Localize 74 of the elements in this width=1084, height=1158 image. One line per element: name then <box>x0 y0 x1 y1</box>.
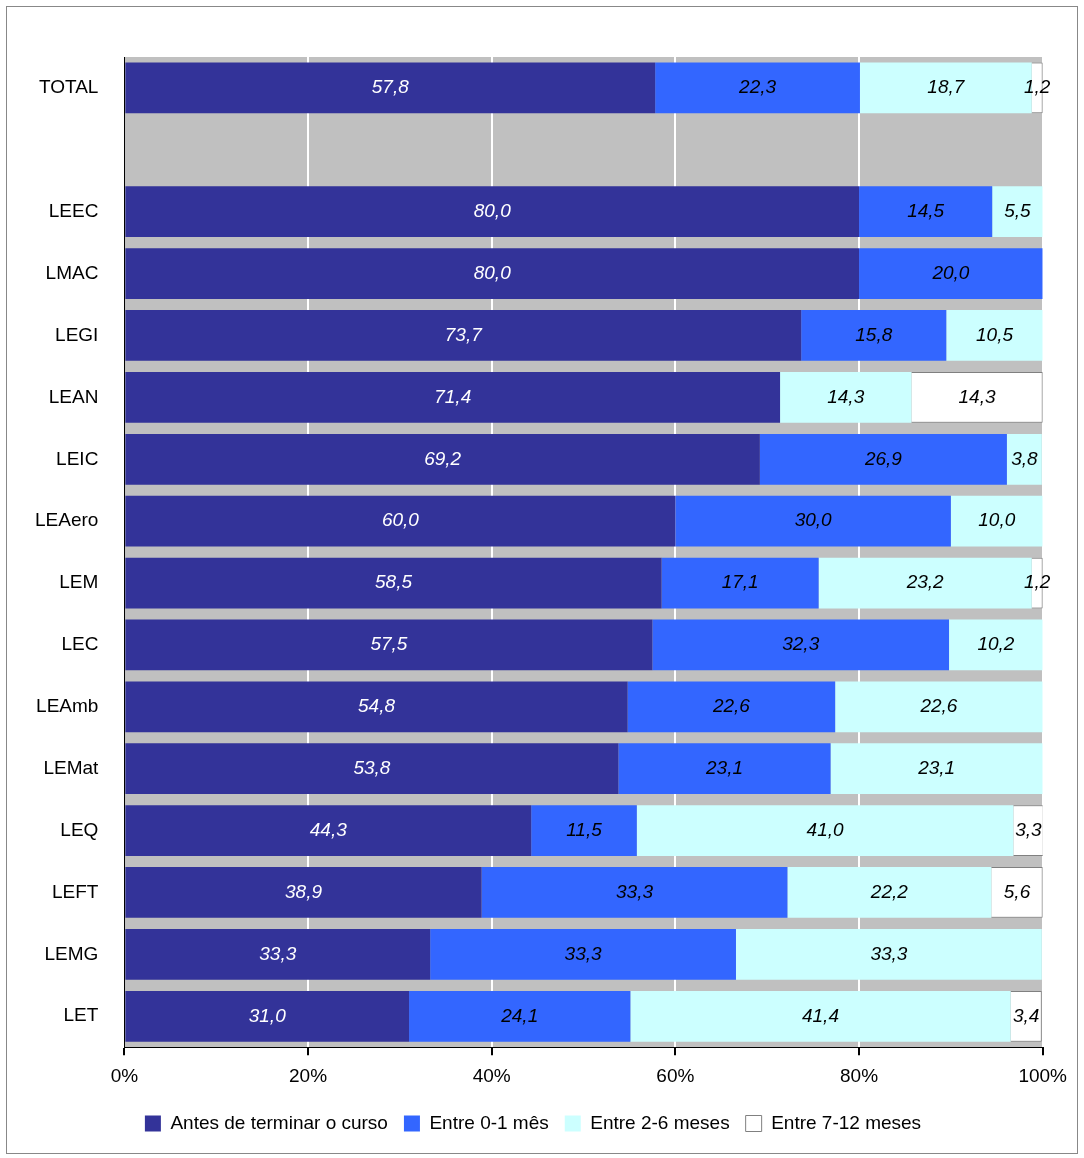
data-label: 20,0 <box>931 261 970 283</box>
legend-label: Entre 7-12 meses <box>771 1111 922 1133</box>
y-tick-label: LEM <box>59 571 99 593</box>
data-label: 3,8 <box>1011 447 1038 469</box>
y-tick-label: LEQ <box>60 818 99 840</box>
data-label: 71,4 <box>434 385 472 407</box>
data-label: 53,8 <box>353 756 391 778</box>
data-label: 22,3 <box>738 76 777 98</box>
y-tick-label: TOTAL <box>38 76 99 98</box>
y-tick-label: LEIC <box>56 447 99 469</box>
y-tick-label: LEMat <box>43 756 100 778</box>
legend-label: Entre 0-1 mês <box>429 1111 549 1133</box>
data-label: 5,6 <box>1003 880 1031 902</box>
data-label: 14,3 <box>827 385 865 407</box>
data-label: 22,6 <box>711 695 751 717</box>
y-tick-label: LMAC <box>45 261 99 283</box>
y-tick-label: LEAero <box>35 509 99 531</box>
data-label: 33,3 <box>870 942 908 964</box>
data-label: 15,8 <box>855 323 893 345</box>
data-label: 14,3 <box>958 385 996 407</box>
y-tick-label: LEC <box>61 633 99 655</box>
data-label: 60,0 <box>381 509 420 531</box>
x-tick-label: 80% <box>840 1064 879 1086</box>
data-label: 33,3 <box>616 880 654 902</box>
legend-label: Antes de terminar o curso <box>170 1111 388 1133</box>
y-tick-label: LEGI <box>55 323 99 345</box>
data-label: 44,3 <box>309 818 348 840</box>
data-label: 73,7 <box>444 323 484 345</box>
data-label: 31,0 <box>248 1004 287 1026</box>
x-tick-label: 20% <box>289 1064 328 1086</box>
data-label: 33,3 <box>259 942 297 964</box>
data-label: 58,5 <box>374 571 413 593</box>
data-label: 3,3 <box>1015 818 1043 840</box>
legend-label: Entre 2-6 meses <box>590 1111 730 1133</box>
data-label: 23,2 <box>905 571 945 593</box>
data-label: 10,5 <box>976 323 1014 345</box>
data-label: 33,3 <box>564 942 602 964</box>
data-label: 3,4 <box>1012 1004 1040 1026</box>
x-tick-label: 60% <box>656 1064 695 1086</box>
data-label: 10,0 <box>978 509 1016 531</box>
data-label: 1,2 <box>1023 76 1051 98</box>
x-tick-label: 0% <box>110 1064 139 1086</box>
data-label: 23,1 <box>705 756 743 778</box>
data-label: 41,4 <box>801 1004 839 1026</box>
x-tick-label: 100% <box>1018 1064 1068 1086</box>
data-label: 57,8 <box>371 76 410 98</box>
data-label: 22,2 <box>869 880 909 902</box>
data-label: 41,0 <box>806 818 844 840</box>
data-label: 10,2 <box>977 633 1015 655</box>
data-label: 5,5 <box>1004 200 1032 221</box>
y-tick-label: LEMG <box>44 942 99 964</box>
data-label: 18,7 <box>927 76 966 98</box>
data-label: 32,3 <box>782 633 820 655</box>
data-label: 14,5 <box>907 200 945 221</box>
data-label: 57,5 <box>370 633 408 655</box>
data-label: 69,2 <box>424 447 462 469</box>
data-label: 22,6 <box>919 695 958 717</box>
data-label: 17,1 <box>721 571 759 593</box>
y-tick-label: LEEC <box>48 199 99 221</box>
y-tick-label: LEAmb <box>36 695 99 717</box>
y-tick-label: LEFT <box>51 880 99 902</box>
data-label: 30,0 <box>794 509 833 531</box>
data-label: 80,0 <box>473 261 512 283</box>
data-label: 1,2 <box>1023 571 1051 593</box>
y-tick-label: LEAN <box>48 385 99 407</box>
data-label: 24,1 <box>500 1004 539 1026</box>
data-label: 54,8 <box>358 695 396 717</box>
data-label: 38,9 <box>285 880 323 902</box>
y-tick-label: LET <box>63 1004 99 1026</box>
data-label: 26,9 <box>863 447 903 469</box>
data-label: 11,5 <box>566 818 603 840</box>
x-tick-label: 40% <box>472 1064 511 1086</box>
data-label: 23,1 <box>917 756 956 778</box>
data-label: 80,0 <box>473 200 512 221</box>
